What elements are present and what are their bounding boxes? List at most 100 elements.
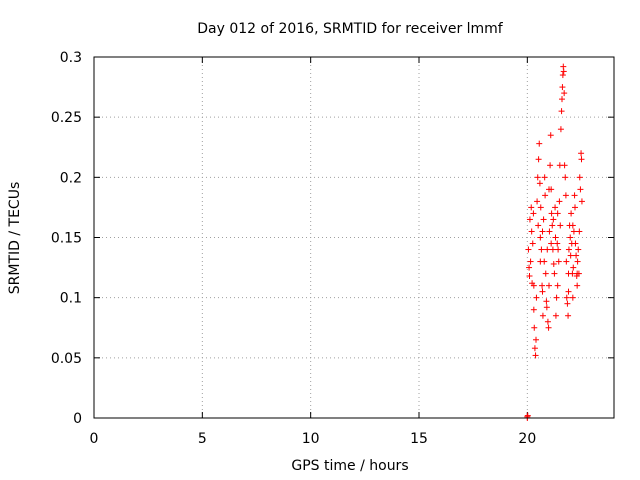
data-point — [536, 180, 543, 187]
data-point — [526, 264, 533, 271]
x-tick-label: 5 — [198, 431, 207, 447]
data-point — [559, 96, 565, 103]
data-point — [562, 174, 569, 181]
data-point — [549, 222, 556, 229]
data-point — [560, 68, 567, 75]
data-point — [558, 108, 565, 115]
data-point — [537, 234, 544, 241]
data-point — [528, 204, 535, 211]
y-tick-label: 0.1 — [60, 291, 82, 307]
data-point — [541, 174, 548, 181]
data-point — [544, 318, 551, 325]
data-point — [545, 324, 552, 331]
data-point — [526, 273, 533, 280]
data-point — [539, 282, 546, 289]
data-point — [540, 216, 547, 223]
data-point — [569, 222, 576, 229]
x-axis-label: GPS time / hours — [291, 458, 408, 474]
data-point — [539, 288, 546, 295]
x-tick-label: 15 — [410, 431, 428, 447]
data-point — [535, 156, 542, 163]
data-point — [565, 246, 572, 253]
data-point — [530, 306, 537, 313]
data-point — [573, 252, 580, 259]
data-point — [552, 234, 559, 241]
plot-frame — [93, 56, 615, 419]
y-tick-label: 0.05 — [51, 351, 82, 367]
data-point — [538, 246, 545, 253]
data-point — [574, 270, 581, 277]
data-point — [534, 198, 541, 205]
data-point — [568, 210, 575, 217]
data-point — [537, 204, 544, 211]
x-tick-label: 0 — [90, 431, 99, 447]
data-point — [563, 258, 570, 265]
data-point — [546, 228, 553, 235]
data-point — [552, 312, 559, 319]
data-point — [527, 258, 534, 265]
data-point — [565, 312, 572, 319]
data-points — [524, 63, 585, 421]
data-point — [557, 222, 564, 229]
data-point — [570, 228, 577, 235]
data-point — [550, 260, 557, 267]
data-point — [525, 246, 532, 253]
data-point — [572, 204, 578, 211]
data-point — [555, 258, 562, 265]
data-point — [548, 210, 555, 217]
axis-ticks: 0 0.05 0.1 0.15 0.2 0.25 0.3 0 5 10 15 20 — [51, 50, 614, 447]
data-point — [554, 282, 561, 289]
data-point — [549, 246, 556, 253]
data-point — [574, 258, 581, 265]
data-point — [576, 228, 583, 235]
data-point — [530, 210, 537, 217]
data-point — [531, 345, 538, 352]
data-point — [563, 294, 570, 301]
data-point — [578, 156, 585, 163]
data-point — [578, 198, 585, 205]
data-point — [577, 186, 584, 193]
data-point — [554, 210, 561, 217]
y-tick-label: 0.3 — [60, 50, 82, 66]
y-tick-label: 0.25 — [51, 110, 82, 126]
data-point — [539, 312, 546, 319]
data-point — [526, 216, 533, 223]
data-point — [547, 162, 554, 169]
data-point — [546, 186, 552, 193]
data-point — [565, 288, 572, 295]
y-tick-label: 0.2 — [60, 170, 82, 186]
data-point — [533, 336, 539, 343]
data-point — [554, 240, 561, 247]
data-point — [561, 90, 568, 97]
data-point — [542, 270, 549, 277]
data-point — [570, 264, 577, 271]
data-point — [546, 282, 552, 289]
data-point — [556, 198, 563, 205]
data-point — [552, 204, 559, 211]
data-point — [531, 324, 538, 331]
x-tick-label: 10 — [302, 431, 320, 447]
data-point — [534, 174, 541, 181]
data-point — [550, 216, 557, 223]
data-point — [559, 72, 566, 79]
data-point — [567, 234, 574, 241]
data-point — [572, 240, 579, 247]
data-point — [548, 240, 555, 247]
data-point — [536, 140, 543, 147]
data-point — [544, 246, 551, 253]
data-point — [553, 294, 560, 301]
y-axis-label: SRMTID / TECUs — [7, 182, 23, 295]
data-point — [543, 304, 550, 311]
data-point — [532, 352, 539, 359]
data-point — [575, 246, 582, 253]
data-point — [574, 282, 581, 289]
data-point — [551, 270, 558, 277]
data-point — [571, 192, 578, 199]
x-tick-label: 20 — [518, 431, 536, 447]
data-point — [555, 246, 562, 253]
data-point — [539, 228, 546, 235]
data-point — [567, 252, 574, 259]
grid — [94, 57, 614, 418]
data-point — [542, 192, 549, 199]
data-point — [561, 162, 568, 169]
